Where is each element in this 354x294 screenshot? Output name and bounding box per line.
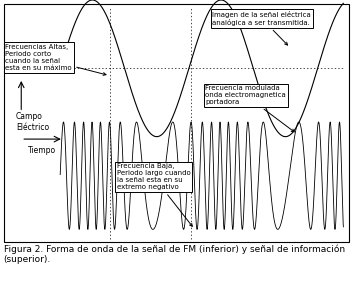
- Text: Campo
Eléctrico: Campo Eléctrico: [16, 112, 49, 132]
- Text: Frecuencia Baja,
Periodo largo cuando
la señal esta en su
extremo negativo: Frecuencia Baja, Periodo largo cuando la…: [117, 163, 192, 226]
- Text: Imagen de la señal eléctrica
analógica a ser transmitida.: Imagen de la señal eléctrica analógica a…: [212, 11, 311, 45]
- FancyBboxPatch shape: [4, 4, 349, 242]
- Text: Figura 2. Forma de onda de la señal de FM (inferior) y señal de información
(sup: Figura 2. Forma de onda de la señal de F…: [4, 244, 345, 264]
- Text: Tiempo: Tiempo: [28, 146, 56, 156]
- Text: Frecuencia modulada
onda electromagnetica
portadora: Frecuencia modulada onda electromagnetic…: [205, 85, 294, 132]
- Text: Frecuencias Altas,
Periodo corto
cuando la señal
esta en su máximo: Frecuencias Altas, Periodo corto cuando …: [5, 44, 106, 75]
